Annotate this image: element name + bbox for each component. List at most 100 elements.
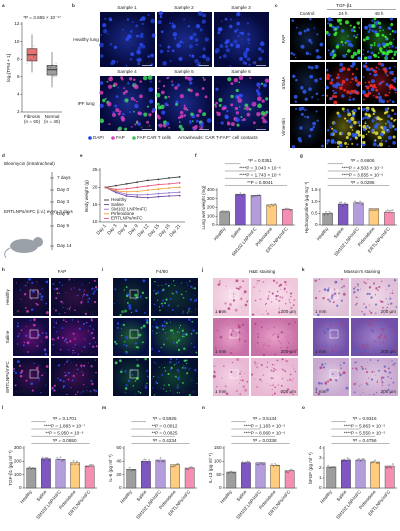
cell: [53, 308, 55, 310]
cell: [110, 76, 113, 79]
cell: [135, 346, 138, 349]
bar: [282, 209, 293, 226]
cell: [384, 93, 388, 97]
cell: [370, 296, 373, 299]
cell: [104, 17, 107, 20]
cell: [378, 47, 383, 51]
y-tick-label: 100: [207, 213, 215, 218]
cell: [351, 77, 354, 81]
cell: [189, 35, 194, 40]
cell: [325, 86, 329, 90]
panel-label: h: [2, 267, 5, 272]
cell: [90, 335, 92, 337]
cell: [334, 345, 337, 348]
cell: [380, 376, 384, 379]
cell: [346, 35, 349, 38]
cell: [256, 385, 259, 388]
cell: [277, 384, 280, 386]
cell: [171, 292, 174, 294]
cell: [36, 303, 39, 306]
cell: [314, 64, 319, 69]
cell: [260, 363, 263, 367]
cell: [385, 289, 387, 290]
cell: [372, 109, 376, 113]
cell: [55, 287, 58, 290]
cell: [234, 308, 238, 312]
bar: [255, 462, 266, 489]
micrograph: [290, 106, 325, 148]
annotation: *P = 0.0351: [248, 158, 272, 163]
series-line: [105, 186, 180, 193]
cell: [260, 111, 266, 116]
cell: [384, 72, 387, 75]
cell: [298, 31, 302, 36]
cell: [350, 28, 355, 32]
cell: [167, 304, 170, 307]
replicate: [388, 210, 391, 212]
replicate: [357, 202, 360, 204]
cell: [344, 117, 347, 120]
cell: [367, 377, 369, 379]
cell: [108, 123, 111, 126]
cell: [290, 295, 292, 298]
panel-label: n: [202, 405, 205, 410]
cell: [382, 392, 384, 394]
cell: [175, 290, 178, 294]
cell: [59, 379, 62, 382]
cell: [271, 367, 273, 369]
cell: [314, 78, 318, 83]
cell: [308, 87, 312, 91]
point: [178, 176, 181, 178]
cell: [133, 78, 136, 82]
cell: [195, 43, 198, 46]
y-tick-label: 10: [92, 219, 98, 224]
jitter: [55, 70, 57, 72]
cell: [178, 331, 181, 334]
cell: [351, 72, 355, 76]
cell: [268, 340, 271, 342]
cell: [82, 374, 84, 377]
cell: [352, 111, 356, 115]
cell: [244, 62, 248, 65]
cell: [218, 103, 222, 107]
cell: [279, 342, 283, 345]
cell: [81, 284, 83, 286]
cell: [377, 21, 381, 25]
cell: [83, 291, 85, 293]
cell: [270, 377, 273, 380]
cell: [174, 284, 176, 287]
cell: [323, 347, 326, 350]
y-tick-label: 1.5: [311, 187, 318, 192]
cell: [363, 281, 366, 284]
cell: [169, 368, 172, 371]
cell: [236, 21, 240, 26]
cell: [343, 110, 345, 113]
cell: [389, 296, 391, 298]
cell: [352, 287, 356, 290]
cell: [286, 391, 288, 393]
cell: [310, 66, 314, 70]
cell: [40, 298, 43, 301]
cell: [71, 352, 74, 354]
cell: [278, 308, 281, 310]
replicate: [387, 466, 389, 469]
cell: [171, 333, 173, 335]
cell: [177, 305, 179, 307]
replicate: [255, 195, 257, 197]
cell: [358, 385, 360, 387]
cell: [234, 117, 240, 123]
cell: [224, 114, 229, 120]
cell: [109, 43, 113, 46]
cell: [375, 318, 378, 322]
point: [168, 191, 170, 194]
cell: [169, 390, 171, 392]
micrograph: [51, 318, 98, 356]
cell: [386, 100, 389, 103]
cell: [123, 289, 126, 291]
cell: [166, 104, 169, 107]
replicate: [326, 213, 329, 216]
cell: [252, 332, 254, 334]
cell: [153, 303, 156, 306]
cell: [62, 302, 64, 304]
replicate: [159, 457, 162, 459]
